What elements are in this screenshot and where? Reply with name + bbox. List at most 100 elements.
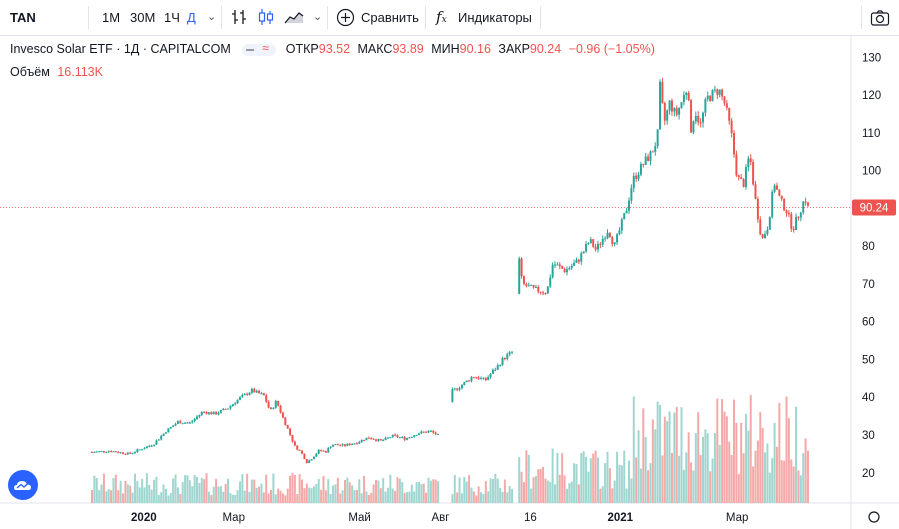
candle-body — [370, 437, 373, 439]
symbol-search[interactable]: TAN — [10, 10, 36, 25]
volume-bar — [377, 480, 380, 503]
interval-30m[interactable]: 30М — [130, 10, 156, 25]
volume-bar — [768, 472, 771, 503]
volume-bar — [348, 482, 351, 503]
indicators-button[interactable]: Индикаторы — [458, 10, 532, 25]
volume-bar — [718, 445, 721, 503]
bars-chart-icon[interactable] — [230, 8, 248, 26]
interval-1h[interactable]: 1Ч — [164, 10, 180, 25]
candle-body — [207, 412, 210, 414]
volume-bar — [141, 478, 144, 503]
volume-bar — [740, 422, 743, 503]
settings-gear-icon[interactable] — [868, 511, 880, 523]
candle-body — [155, 440, 158, 445]
candle-body — [778, 189, 781, 196]
candle-body — [649, 151, 652, 161]
volume-bar — [685, 452, 688, 503]
volume-bar — [148, 484, 151, 503]
candle-body — [585, 244, 588, 252]
close-value: 90.24 — [529, 42, 562, 56]
chart-type-dropdown-icon[interactable]: ⌄ — [313, 11, 323, 23]
candle-body — [403, 437, 406, 440]
volume-bar — [511, 488, 514, 503]
price-chart[interactable]: 20304050607080901001101201302020МарМайАв… — [0, 36, 899, 529]
candle-body — [334, 444, 337, 446]
candle-body — [697, 115, 700, 123]
compare-plus-icon[interactable] — [336, 8, 355, 27]
candle-body — [234, 403, 237, 405]
volume-bar — [186, 475, 189, 503]
volume-bar — [391, 488, 394, 503]
price-tick-label: 40 — [862, 392, 875, 404]
interval-1m[interactable]: 1М — [102, 10, 121, 25]
candle-body — [332, 444, 335, 447]
volume-bar — [807, 450, 809, 503]
volume-bar — [744, 413, 747, 503]
interval-dropdown-icon[interactable]: ⌄ — [207, 11, 217, 23]
volume-bar — [713, 432, 716, 503]
volume-bar — [267, 493, 270, 503]
volume-bar — [632, 396, 635, 503]
time-tick-label: 16 — [524, 512, 537, 524]
compare-button[interactable]: Сравнить — [361, 10, 419, 25]
candle-body — [386, 437, 389, 439]
candle-body — [141, 449, 144, 451]
candle-body — [162, 433, 165, 436]
price-tick-label: 20 — [862, 468, 875, 480]
volume-bar — [219, 486, 222, 503]
candle-body — [522, 276, 525, 284]
toolbar-divider — [221, 6, 222, 29]
last-price-label: 90.24 — [860, 202, 889, 214]
candle-body — [592, 239, 595, 247]
volume-bar — [145, 473, 148, 503]
volume-bar — [783, 460, 786, 503]
volume-bar — [465, 481, 468, 503]
candle-body — [217, 412, 220, 415]
volume-bar — [227, 478, 230, 503]
candle-body — [437, 433, 440, 435]
volume-bar — [728, 441, 731, 503]
candle-body — [298, 449, 301, 451]
volume-bar — [482, 493, 485, 503]
volume-bar — [604, 463, 607, 503]
volume-bar — [773, 422, 776, 503]
candle-body — [771, 191, 774, 218]
volume-bar — [661, 455, 664, 503]
candle-body — [365, 437, 368, 441]
tradingview-logo[interactable] — [8, 470, 38, 500]
price-tick-label: 100 — [862, 166, 881, 178]
volume-bar — [346, 477, 349, 503]
volume-bar — [260, 483, 263, 503]
volume-bar — [670, 453, 673, 503]
volume-bar — [532, 477, 535, 503]
interval-day[interactable]: Д — [187, 10, 196, 25]
candles-chart-icon[interactable] — [257, 8, 275, 26]
volume-bar — [642, 408, 645, 503]
candle-body — [589, 239, 592, 244]
candle-body — [413, 435, 416, 437]
area-chart-icon[interactable] — [284, 9, 304, 25]
volume-bar — [188, 480, 191, 503]
price-tick-label: 120 — [862, 90, 881, 102]
volume-bar — [499, 487, 502, 503]
volume-bar — [248, 491, 251, 503]
candle-body — [620, 219, 623, 231]
candle-body — [255, 390, 258, 393]
volume-bar — [427, 477, 430, 503]
candle-body — [549, 277, 552, 287]
volume-bar — [358, 479, 361, 503]
volume-bar — [666, 420, 669, 503]
candle-body — [136, 449, 139, 453]
volume-bar — [563, 475, 566, 503]
candle-body — [289, 428, 292, 435]
indicators-fx-icon[interactable]: fx — [436, 8, 447, 26]
candle-body — [508, 352, 511, 355]
candle-body — [267, 401, 270, 408]
camera-icon[interactable] — [870, 9, 890, 27]
volume-bar — [432, 479, 435, 503]
candle-body — [608, 232, 611, 238]
volume-bar — [599, 488, 602, 503]
volume-bar — [112, 478, 115, 503]
visibility-toggle[interactable]: ≈ — [242, 41, 277, 56]
volume-bar — [589, 458, 592, 503]
